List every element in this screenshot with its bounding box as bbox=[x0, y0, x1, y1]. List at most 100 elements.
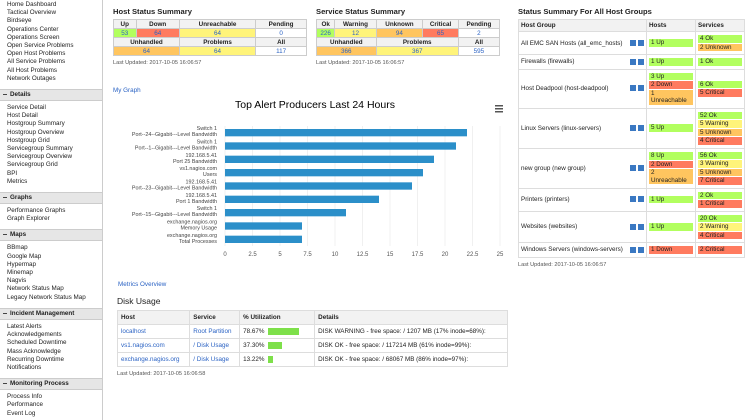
nav-link[interactable]: Nagvis bbox=[7, 277, 27, 285]
status-badge[interactable]: 4 Critical bbox=[698, 231, 742, 239]
service-cell[interactable]: / Disk Usage bbox=[189, 352, 241, 367]
nav-link[interactable]: Hostgroup Overview bbox=[7, 128, 65, 136]
status-badge[interactable]: 2 Down bbox=[649, 81, 693, 89]
status-badge[interactable]: 2 Unreachable bbox=[649, 169, 693, 184]
state-value[interactable]: 226 bbox=[315, 28, 336, 38]
nav-link[interactable]: Metrics bbox=[7, 177, 28, 185]
nav-link[interactable]: Event Log bbox=[7, 409, 36, 417]
status-badge[interactable]: 1 Up bbox=[649, 58, 693, 66]
nav-link[interactable]: Performance bbox=[7, 401, 44, 409]
icon[interactable] bbox=[630, 124, 636, 131]
nav-link[interactable]: Graph Explorer bbox=[7, 215, 50, 223]
state-value[interactable]: 64 bbox=[135, 28, 180, 38]
host-cell[interactable]: localhost bbox=[116, 324, 191, 339]
nav-link[interactable]: All Service Problems bbox=[7, 58, 66, 66]
nav-section-title[interactable]: Monitoring Process bbox=[0, 378, 102, 391]
nav-link[interactable]: Minemap bbox=[7, 269, 33, 277]
nav-section-title[interactable]: Details bbox=[0, 89, 102, 102]
group-name[interactable]: Linux Servers (linux-servers) bbox=[521, 124, 602, 132]
status-badge[interactable]: 5 Unknown bbox=[698, 168, 742, 176]
metrics-link[interactable]: Metrics Overview bbox=[118, 281, 167, 288]
my-graph-link[interactable]: My Graph bbox=[113, 87, 141, 94]
nav-link[interactable]: Service Detail bbox=[7, 104, 46, 112]
state-value[interactable]: 2 bbox=[457, 28, 501, 38]
nav-link[interactable]: Open Service Problems bbox=[7, 42, 74, 50]
nav-link[interactable]: Servicegroup Grid bbox=[7, 161, 58, 169]
status-badge[interactable]: 8 Up bbox=[649, 152, 693, 160]
state-value[interactable]: 65 bbox=[422, 28, 459, 38]
icon[interactable] bbox=[630, 85, 636, 92]
icon[interactable] bbox=[630, 223, 636, 230]
icon[interactable] bbox=[630, 196, 636, 203]
icon[interactable] bbox=[638, 223, 644, 230]
total-value[interactable]: 64 bbox=[178, 46, 257, 56]
status-badge[interactable]: 52 Ok bbox=[698, 111, 742, 119]
nav-link[interactable]: Latest Alerts bbox=[7, 322, 42, 330]
nav-link[interactable]: Mass Acknowledge bbox=[7, 347, 61, 355]
status-badge[interactable]: 5 Unknown bbox=[698, 128, 742, 136]
icon[interactable] bbox=[638, 85, 644, 92]
total-value[interactable]: 64 bbox=[113, 46, 180, 56]
status-badge[interactable]: 1 Down bbox=[649, 246, 693, 254]
status-badge[interactable]: 2 Unknown bbox=[698, 43, 742, 51]
status-badge[interactable]: 2 Warning bbox=[698, 223, 742, 231]
icon[interactable] bbox=[630, 246, 636, 253]
status-badge[interactable]: 20 Ok bbox=[698, 214, 742, 222]
group-name[interactable]: Printers (printers) bbox=[521, 196, 570, 203]
nav-link[interactable]: Servicegroup Overview bbox=[7, 153, 73, 161]
icon[interactable] bbox=[638, 196, 644, 203]
status-badge[interactable]: 2 Ok bbox=[698, 191, 742, 199]
group-name[interactable]: Host Deadpool (host-deadpool) bbox=[521, 85, 609, 92]
state-value[interactable]: 53 bbox=[113, 28, 137, 38]
nav-link[interactable]: Recurring Downtime bbox=[7, 355, 65, 363]
group-name[interactable]: Websites (websites) bbox=[521, 223, 578, 231]
nav-link[interactable]: Hypermap bbox=[7, 260, 37, 268]
host-cell[interactable]: exchange.nagios.org bbox=[116, 352, 191, 367]
nav-link[interactable]: Google Map bbox=[7, 252, 42, 260]
nav-link[interactable]: Legacy Network Status Map bbox=[7, 293, 86, 301]
status-badge[interactable]: 1 Unreachable bbox=[649, 89, 693, 105]
icon[interactable] bbox=[638, 39, 644, 46]
nav-link[interactable]: Tactical Overview bbox=[7, 9, 56, 17]
status-badge[interactable]: 1 Ok bbox=[698, 58, 742, 66]
status-badge[interactable]: 7 Critical bbox=[698, 177, 742, 185]
status-badge[interactable]: 4 Ok bbox=[698, 35, 742, 43]
nav-link[interactable]: Hostgroup Summary bbox=[7, 120, 65, 128]
nav-link[interactable]: BPI bbox=[7, 169, 18, 177]
icon[interactable] bbox=[638, 164, 644, 171]
icon[interactable] bbox=[630, 39, 636, 46]
nav-link[interactable]: Network Status Map bbox=[7, 285, 64, 293]
host-cell[interactable]: vs1.nagios.com bbox=[116, 338, 191, 353]
state-value[interactable]: 64 bbox=[178, 28, 257, 38]
group-name[interactable]: new group (new group) bbox=[521, 164, 586, 172]
icon[interactable] bbox=[638, 246, 644, 253]
nav-link[interactable]: Network Outages bbox=[7, 74, 56, 82]
total-value[interactable]: 366 bbox=[316, 46, 377, 56]
status-badge[interactable]: 6 Ok bbox=[698, 80, 742, 88]
group-name[interactable]: Windows Servers (windows-servers) bbox=[521, 246, 623, 254]
status-badge[interactable]: 2 Critical bbox=[698, 246, 742, 254]
nav-link[interactable]: Servicegroup Summary bbox=[7, 145, 73, 153]
nav-link[interactable]: BBmap bbox=[7, 244, 28, 252]
nav-link[interactable]: Performance Graphs bbox=[7, 207, 66, 215]
status-badge[interactable]: 3 Up bbox=[649, 72, 693, 80]
total-value[interactable]: 367 bbox=[375, 46, 459, 56]
nav-link[interactable]: Acknowledgements bbox=[7, 331, 62, 339]
icon[interactable] bbox=[638, 124, 644, 131]
menu-icon[interactable] bbox=[495, 105, 503, 113]
status-badge[interactable]: 5 Up bbox=[649, 124, 693, 132]
nav-link[interactable]: All Host Problems bbox=[7, 66, 58, 74]
nav-link[interactable]: Hostgroup Grid bbox=[7, 136, 50, 144]
nav-link[interactable]: Open Host Problems bbox=[7, 50, 66, 58]
group-name[interactable]: Firewalls (firewalls) bbox=[521, 58, 575, 66]
total-value[interactable]: 117 bbox=[255, 46, 307, 56]
nav-link[interactable]: Notifications bbox=[7, 363, 42, 371]
group-name[interactable]: All EMC SAN Hosts (all_emc_hosts) bbox=[521, 39, 623, 47]
status-badge[interactable]: 3 Warning bbox=[698, 160, 742, 168]
status-badge[interactable]: 5 Critical bbox=[698, 89, 742, 97]
status-badge[interactable]: 1 Up bbox=[649, 223, 693, 231]
nav-section-title[interactable]: Graphs bbox=[0, 192, 102, 205]
nav-link[interactable]: Process Info bbox=[7, 393, 42, 401]
status-badge[interactable]: 4 Critical bbox=[698, 137, 742, 145]
nav-link[interactable]: Birdseye bbox=[7, 17, 32, 25]
